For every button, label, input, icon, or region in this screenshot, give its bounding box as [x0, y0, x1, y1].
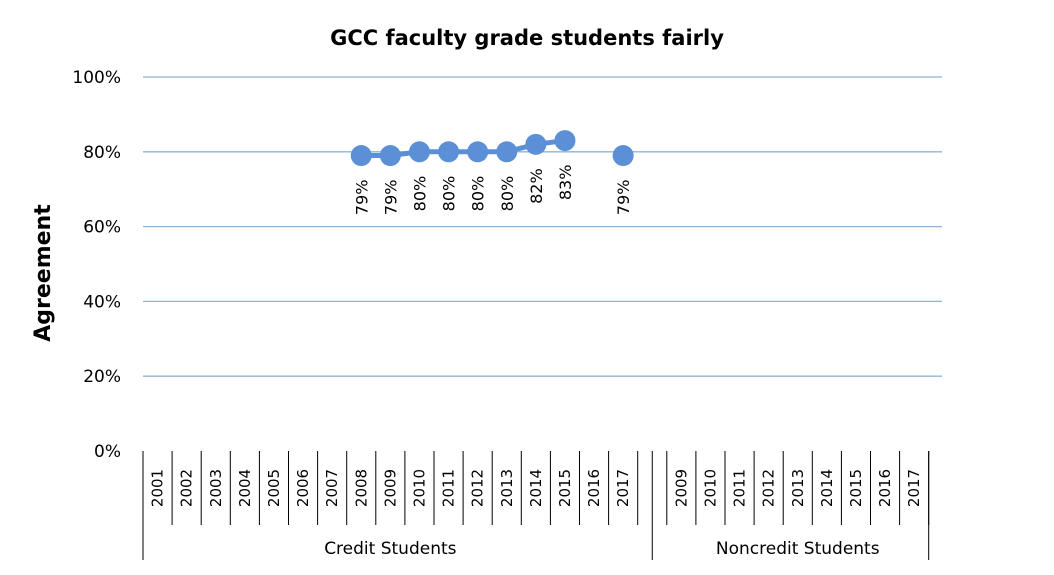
x-tick-label: 2016	[876, 469, 894, 507]
x-group-label: Credit Students	[324, 539, 456, 559]
x-tick-label: 2004	[236, 469, 254, 507]
x-tick-label: 2006	[294, 469, 312, 507]
x-tick-label: 2012	[760, 469, 778, 507]
y-tick-label: 80%	[83, 143, 121, 163]
data-point	[408, 141, 430, 163]
data-label: 80%	[469, 176, 488, 212]
data-label: 80%	[498, 176, 517, 212]
data-point	[438, 141, 460, 163]
x-tick-label: 2007	[323, 469, 341, 507]
x-tick-label: 2010	[410, 469, 428, 507]
gridlines	[143, 76, 942, 377]
y-tick-labels: 0% 20% 40% 60% 80% 100%	[72, 68, 121, 462]
data-point	[467, 141, 489, 163]
y-axis-label: Agreement	[31, 204, 56, 342]
x-tick-label: 2003	[207, 469, 225, 507]
x-tick-label: 2015	[556, 469, 574, 507]
x-tick-label: 2009	[381, 469, 399, 507]
data-point	[350, 145, 372, 167]
series	[350, 130, 634, 167]
data-label: 79%	[381, 180, 400, 216]
data-label: 82%	[527, 168, 546, 204]
data-label: 83%	[556, 165, 575, 201]
y-tick-label: 0%	[94, 442, 121, 462]
x-tick-label: 2005	[265, 469, 283, 507]
data-point	[554, 130, 576, 152]
data-point	[496, 141, 518, 163]
x-tick-label: 2013	[789, 469, 807, 507]
data-point	[612, 145, 634, 167]
data-label: 80%	[410, 176, 429, 212]
x-tick-label: 2014	[527, 469, 545, 507]
data-label: 79%	[352, 180, 371, 216]
data-label: 79%	[614, 180, 633, 216]
x-tick-label: 2012	[469, 469, 487, 507]
y-tick-label: 40%	[83, 292, 121, 312]
x-tick-label: 2011	[731, 469, 749, 507]
x-tick-label: 2017	[905, 469, 923, 507]
x-tick-label: 2008	[352, 469, 370, 507]
x-tick-label: 2014	[818, 469, 836, 507]
x-tick-label: 2002	[178, 469, 196, 507]
y-tick-label: 60%	[83, 218, 121, 238]
data-labels: 79% 79% 80% 80% 80% 80% 82% 83% 79%	[352, 165, 633, 216]
data-point	[525, 133, 547, 155]
x-tick-label: 2009	[672, 469, 690, 507]
x-tick-label: 2013	[498, 469, 516, 507]
data-label: 80%	[440, 176, 459, 212]
x-axis: 2001 2002 2003 2004 2005 2006 2007 2008 2009 2010…	[142, 451, 930, 560]
y-tick-label: 20%	[83, 367, 121, 387]
data-point	[379, 145, 401, 167]
chart-title: GCC faculty grade students fairly	[330, 26, 724, 50]
x-tick-label: 2001	[149, 469, 167, 507]
x-tick-label: 2010	[701, 469, 719, 507]
x-tick-label: 2016	[585, 469, 603, 507]
y-tick-label: 100%	[72, 68, 121, 88]
x-tick-label: 2011	[440, 469, 458, 507]
x-tick-label: 2017	[614, 469, 632, 507]
x-group-label: Noncredit Students	[716, 539, 880, 559]
x-tick-label: 2015	[847, 469, 865, 507]
